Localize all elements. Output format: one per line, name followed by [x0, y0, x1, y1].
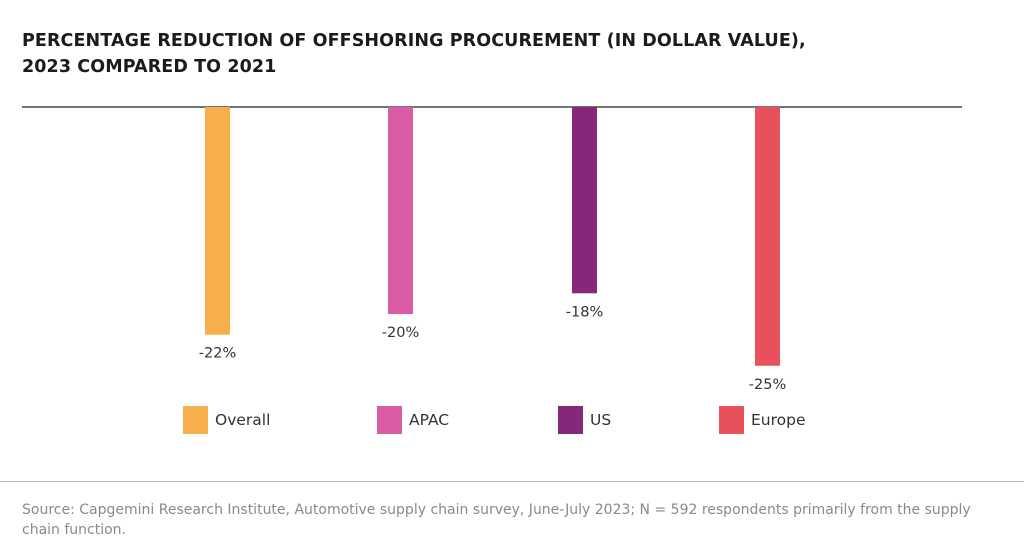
legend-label-apac: APAC [409, 411, 450, 429]
chart-title-line-2: 2023 COMPARED TO 2021 [22, 57, 277, 77]
legend: Overall APAC US Europe [0, 406, 1024, 436]
legend-swatch-us [558, 406, 583, 434]
legend-label-overall: Overall [215, 411, 271, 429]
chart-title-line-1: PERCENTAGE REDUCTION OF OFFSHORING PROCU… [22, 31, 806, 51]
bar-overall [205, 107, 230, 335]
data-label-europe: -25% [749, 377, 786, 393]
bar-us [572, 107, 597, 294]
bar-europe [755, 107, 780, 366]
legend-swatch-apac [377, 406, 402, 434]
legend-label-us: US [590, 411, 612, 429]
legend-item-europe: Europe [719, 406, 806, 434]
footer-divider [0, 481, 1024, 482]
data-label-apac: -20% [382, 325, 419, 341]
source-note: Source: Capgemini Research Institute, Au… [22, 502, 971, 538]
legend-swatch-overall [183, 406, 208, 434]
legend-item-overall: Overall [183, 406, 270, 434]
data-label-overall: -22% [199, 346, 236, 362]
legend-swatch-europe [719, 406, 744, 434]
legend-item-apac: APAC [377, 406, 449, 434]
chart-title: PERCENTAGE REDUCTION OF OFFSHORING PROCU… [22, 28, 922, 80]
legend-item-us: US [558, 406, 611, 434]
legend-label-europe: Europe [751, 411, 806, 429]
bars-group [205, 107, 780, 366]
bar-labels-group: -22% -20% -18% -25% [199, 304, 786, 392]
bar-chart: -22% -20% -18% -25% [22, 106, 962, 393]
data-label-us: -18% [566, 304, 603, 320]
bar-apac [388, 107, 413, 314]
